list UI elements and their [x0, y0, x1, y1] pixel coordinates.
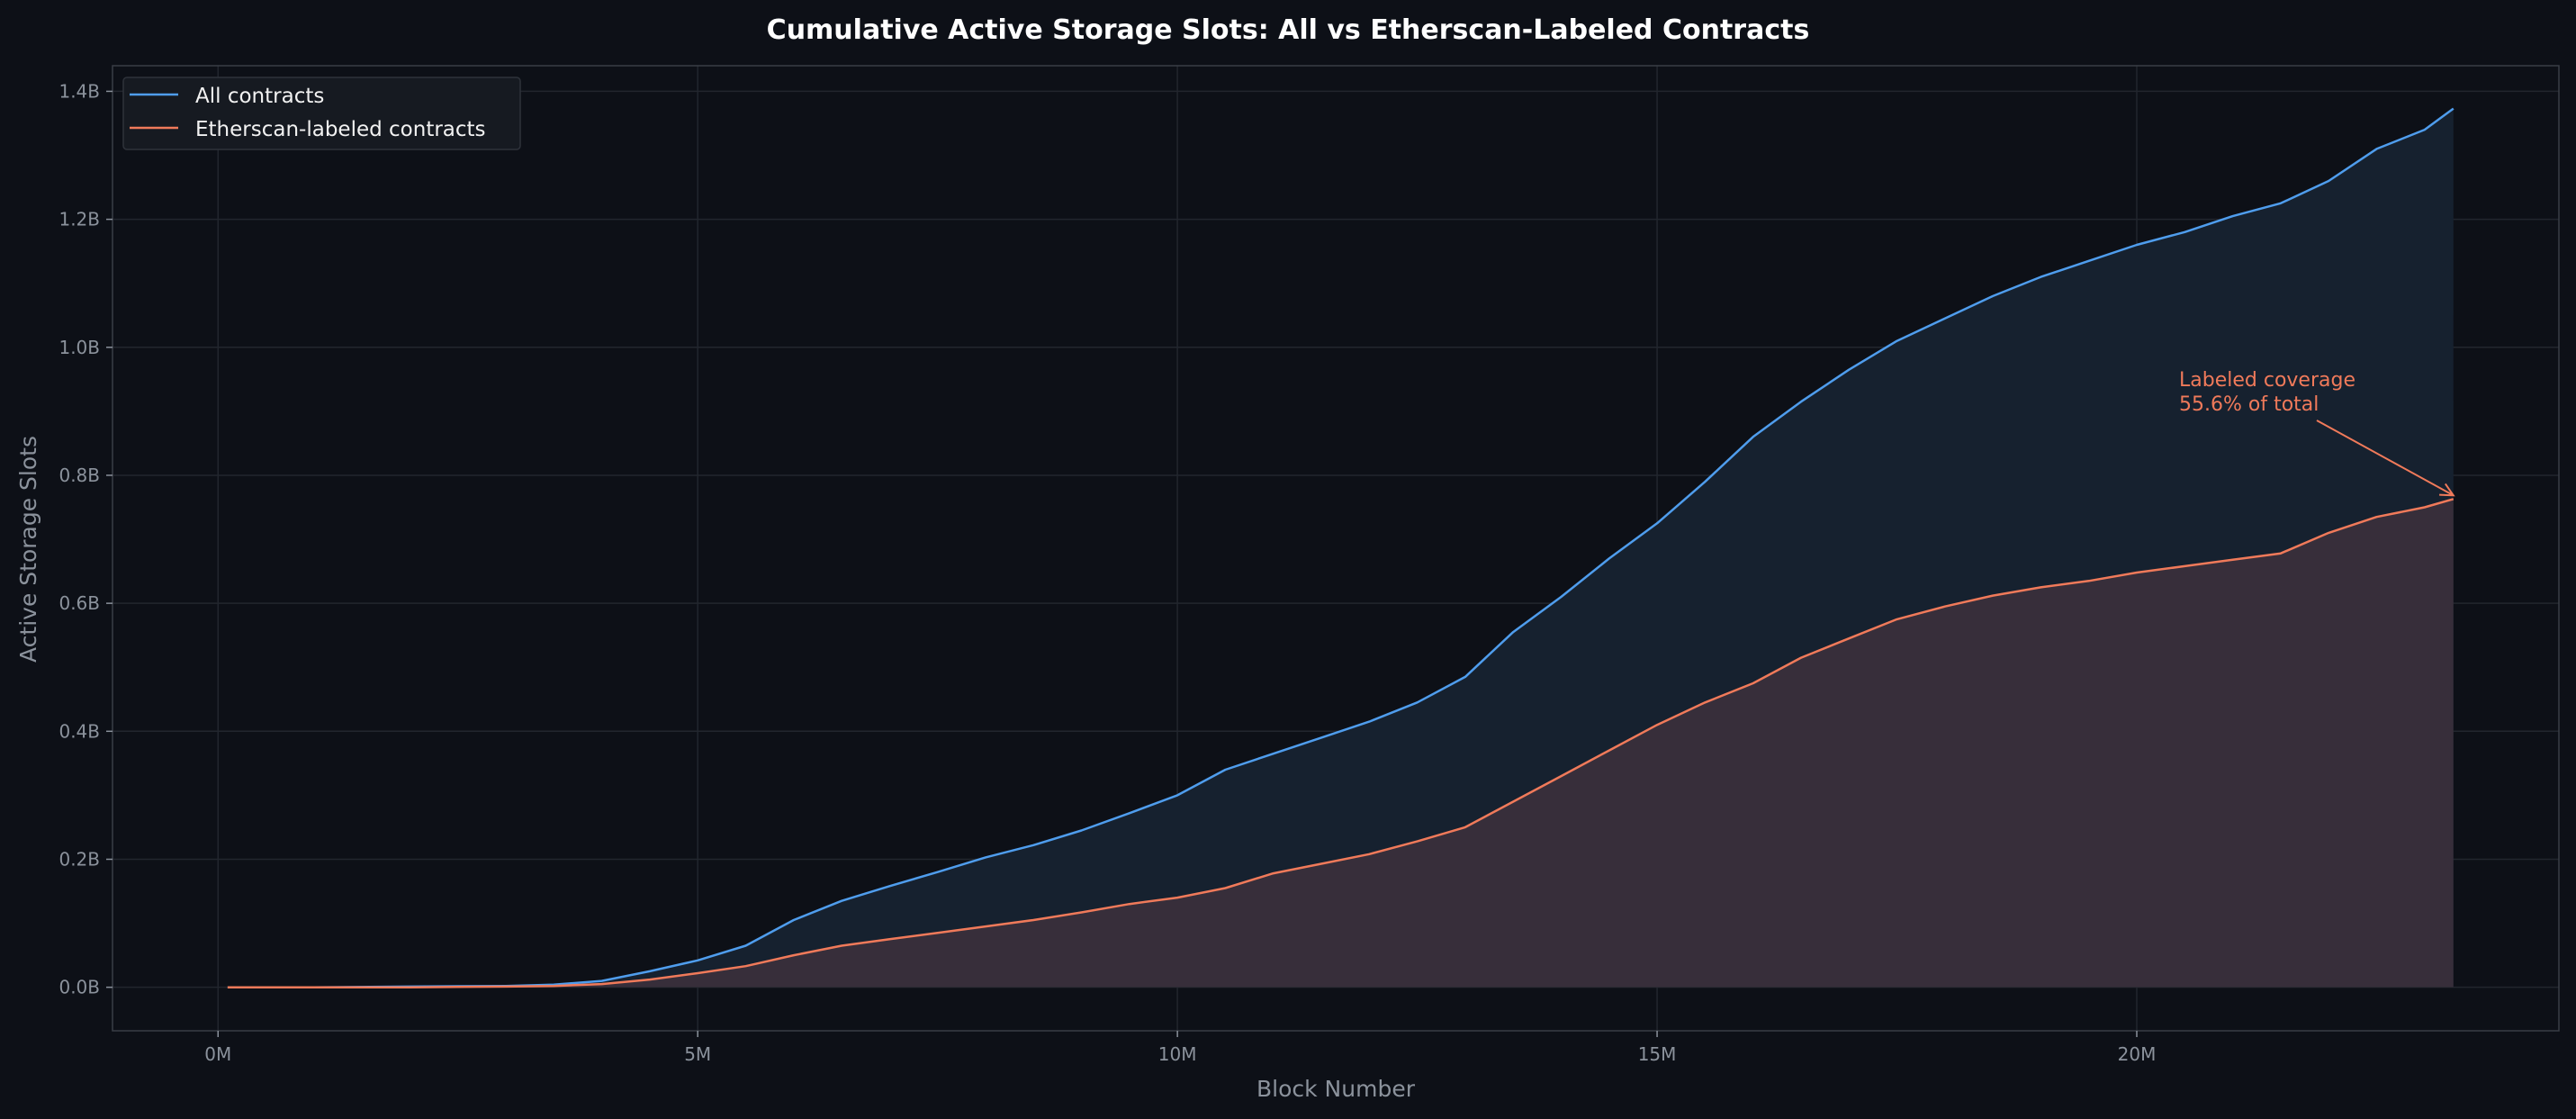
y-tick-label: 0.0B: [59, 977, 100, 998]
y-tick-label: 0.6B: [59, 592, 100, 614]
y-tick-label: 1.0B: [59, 337, 100, 358]
x-tick-label: 5M: [684, 1043, 711, 1065]
line-all: [227, 107, 2454, 988]
line-labeled: [227, 498, 2454, 988]
y-tick-label: 1.4B: [59, 80, 100, 102]
chart-title: Cumulative Active Storage Slots: All vs …: [767, 14, 1810, 46]
y-tick-label: 0.2B: [59, 848, 100, 870]
annotation: Labeled coverage 55.6% of total: [2179, 369, 2455, 497]
series-lines: [227, 107, 2454, 988]
y-tick-label: 0.8B: [59, 465, 100, 486]
annotation-arrow: [2316, 420, 2454, 497]
x-tick-label: 15M: [1638, 1043, 1677, 1065]
x-axis-ticks: 0M 5M 10M 15M 20M: [204, 1031, 2156, 1065]
y-axis-label: Active Storage Slots: [15, 436, 41, 663]
annotation-line1: Labeled coverage: [2179, 369, 2355, 392]
y-tick-label: 1.2B: [59, 209, 100, 230]
plot-frame: [112, 65, 2560, 1032]
x-tick-label: 10M: [1158, 1043, 1197, 1065]
legend-box: [122, 77, 521, 150]
y-tick-label: 0.4B: [59, 720, 100, 742]
legend-label-labeled: Etherscan-labeled contracts: [195, 118, 486, 141]
x-tick-label: 20M: [2118, 1043, 2157, 1065]
annotation-line2: 55.6% of total: [2179, 393, 2319, 416]
areas: [227, 108, 2454, 988]
x-tick-label: 0M: [204, 1043, 231, 1065]
y-axis-ticks: 0.0B 0.2B 0.4B 0.6B 0.8B 1.0B 1.2B 1.4B: [59, 80, 113, 998]
legend-label-all: All contracts: [195, 85, 324, 108]
area-labeled: [227, 499, 2454, 988]
legend: All contracts Etherscan-labeled contract…: [122, 77, 521, 150]
x-axis-label: Block Number: [1256, 1076, 1416, 1102]
annotation-arrowhead: [2439, 483, 2455, 497]
